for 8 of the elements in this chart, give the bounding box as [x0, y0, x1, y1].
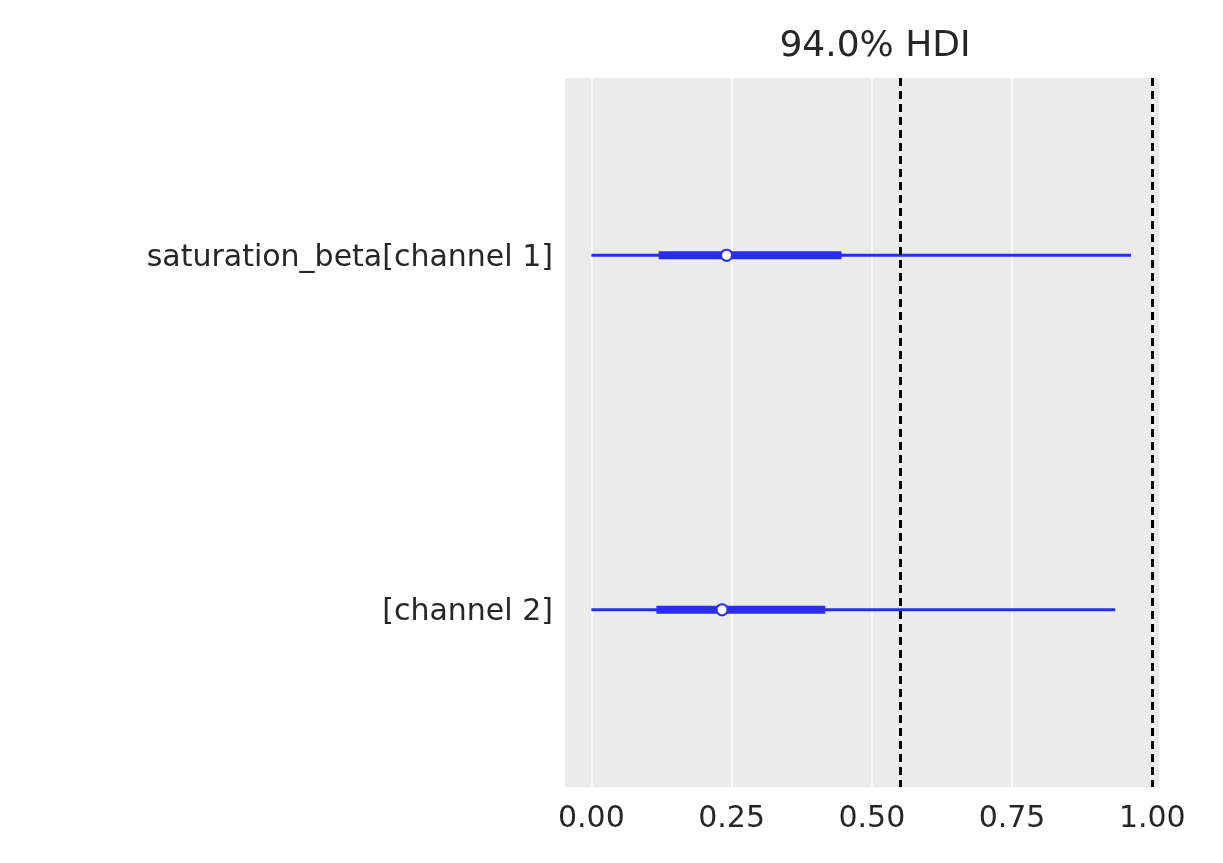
x-tick-label: 0.00	[557, 798, 625, 834]
x-tick-label: 0.50	[838, 798, 906, 834]
x-tick-label: 0.75	[978, 798, 1046, 834]
x-tick-label: 0.25	[698, 798, 765, 834]
x-tick-label: 1.00	[1118, 798, 1186, 834]
chart-title: 94.0% HDI	[779, 22, 971, 64]
y-tick-label: saturation_beta[channel 1]	[146, 237, 553, 273]
y-tick-label: [channel 2]	[382, 592, 553, 628]
